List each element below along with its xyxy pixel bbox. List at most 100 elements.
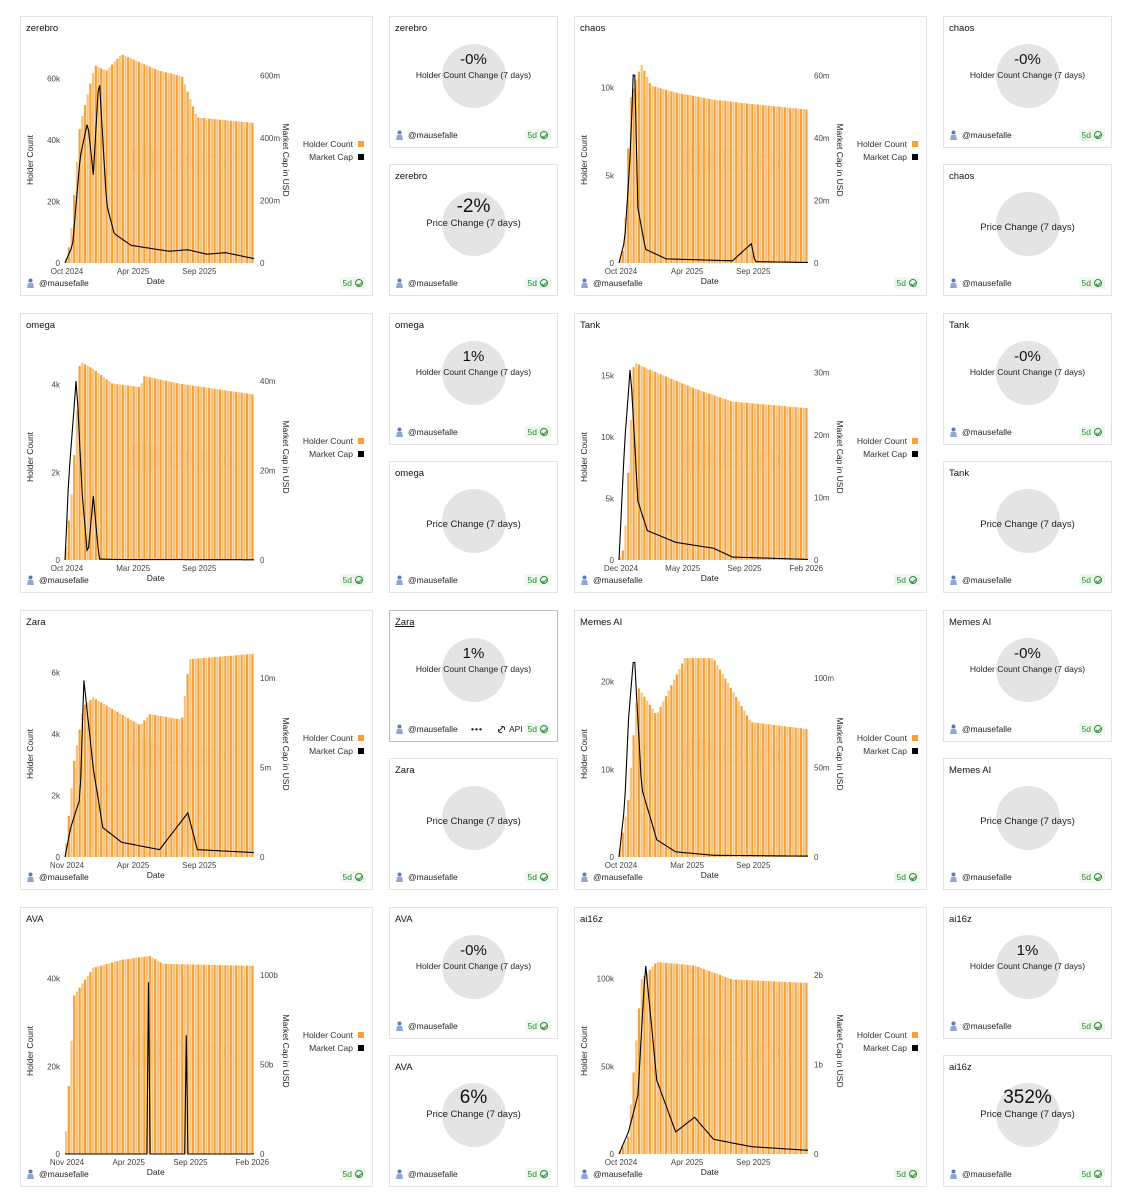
author-link[interactable]: @mausefalle bbox=[395, 724, 458, 734]
card-title[interactable]: Zara bbox=[395, 617, 415, 628]
author-link[interactable]: @mausefalle bbox=[395, 427, 458, 437]
author-link[interactable]: @mausefalle bbox=[395, 1021, 458, 1031]
author-name[interactable]: @mausefalle bbox=[962, 575, 1012, 585]
counter-card-tank-holder[interactable]: Tank -0% Holder Count Change (7 days) @m… bbox=[943, 313, 1112, 445]
author-name[interactable]: @mausefalle bbox=[408, 724, 458, 734]
author-link[interactable]: @mausefalle bbox=[949, 724, 1012, 734]
card-title[interactable]: Zara bbox=[395, 765, 415, 776]
chart-card-zara[interactable]: Zara Dune 0 2k 4k 6k 0 5m 10m Nov 2024 Apr 2025 Se… bbox=[20, 610, 373, 890]
api-button[interactable]: API bbox=[497, 724, 523, 734]
card-title[interactable]: AVA bbox=[395, 914, 413, 925]
counter-card-ai16z-holder[interactable]: ai16z 1% Holder Count Change (7 days) @m… bbox=[943, 907, 1112, 1039]
author-name[interactable]: @mausefalle bbox=[962, 872, 1012, 882]
author-name[interactable]: @mausefalle bbox=[962, 278, 1012, 288]
author-name[interactable]: @mausefalle bbox=[593, 1169, 643, 1179]
card-title[interactable]: Tank bbox=[949, 320, 970, 331]
card-title[interactable]: zerebro bbox=[395, 171, 428, 182]
author-name[interactable]: @mausefalle bbox=[39, 575, 89, 585]
author-link[interactable]: @mausefalle bbox=[395, 1169, 458, 1179]
author-link[interactable]: @mausefalle bbox=[580, 575, 643, 585]
author-name[interactable]: @mausefalle bbox=[408, 130, 458, 140]
author-link[interactable]: @mausefalle bbox=[580, 1169, 643, 1179]
author-name[interactable]: @mausefalle bbox=[39, 1169, 89, 1179]
author-name[interactable]: @mausefalle bbox=[593, 872, 643, 882]
counter-card-zara-holder[interactable]: Zara 1% Holder Count Change (7 days) @ma… bbox=[389, 610, 558, 742]
author-link[interactable]: @mausefalle bbox=[949, 427, 1012, 437]
card-title[interactable]: ai16z bbox=[949, 1062, 972, 1073]
counter-card-ai16z-price[interactable]: ai16z 352% Price Change (7 days) @mausef… bbox=[943, 1055, 1112, 1187]
author-link[interactable]: @mausefalle bbox=[395, 575, 458, 585]
author-name[interactable]: @mausefalle bbox=[962, 130, 1012, 140]
holder-bar bbox=[737, 402, 741, 560]
author-name[interactable]: @mausefalle bbox=[962, 1021, 1012, 1031]
card-title[interactable]: chaos bbox=[949, 23, 975, 34]
card-title[interactable]: ai16z bbox=[949, 914, 972, 925]
author-link[interactable]: @mausefalle bbox=[580, 872, 643, 882]
card-title[interactable]: omega bbox=[395, 468, 425, 479]
author-name[interactable]: @mausefalle bbox=[593, 278, 643, 288]
author-name[interactable]: @mausefalle bbox=[408, 427, 458, 437]
author-name[interactable]: @mausefalle bbox=[408, 872, 458, 882]
counter-card-tank-price[interactable]: Tank Price Change (7 days) @mausefalle 5d bbox=[943, 461, 1112, 593]
card-title[interactable]: chaos bbox=[580, 23, 606, 34]
author-link[interactable]: @mausefalle bbox=[395, 278, 458, 288]
card-title[interactable]: Memes AI bbox=[949, 765, 992, 776]
card-title[interactable]: Tank bbox=[949, 468, 970, 479]
author-link[interactable]: @mausefalle bbox=[26, 278, 89, 288]
card-title[interactable]: AVA bbox=[26, 914, 44, 925]
card-title[interactable]: Zara bbox=[26, 617, 46, 628]
author-name[interactable]: @mausefalle bbox=[408, 278, 458, 288]
counter-card-memes-ai-price[interactable]: Memes AI Price Change (7 days) @mausefal… bbox=[943, 758, 1112, 890]
card-title[interactable]: zerebro bbox=[26, 23, 59, 34]
author-name[interactable]: @mausefalle bbox=[408, 1021, 458, 1031]
author-link[interactable]: @mausefalle bbox=[580, 278, 643, 288]
chart-card-chaos[interactable]: chaos Dune 0 5k 10k 0 20m 40m 60m Oct 2024 Apr 20… bbox=[574, 16, 927, 296]
card-title[interactable]: omega bbox=[395, 320, 425, 331]
author-name[interactable]: @mausefalle bbox=[408, 575, 458, 585]
counter-card-chaos-price[interactable]: chaos Price Change (7 days) @mausefalle 5… bbox=[943, 164, 1112, 296]
author-name[interactable]: @mausefalle bbox=[39, 278, 89, 288]
chart-card-omega[interactable]: omega Dune 0 2k 4k 0 20m 40m Oct 2024 Mar 2025 Se… bbox=[20, 313, 373, 593]
author-link[interactable]: @mausefalle bbox=[395, 130, 458, 140]
author-name[interactable]: @mausefalle bbox=[593, 575, 643, 585]
counter-card-omega-holder[interactable]: omega 1% Holder Count Change (7 days) @m… bbox=[389, 313, 558, 445]
author-link[interactable]: @mausefalle bbox=[395, 872, 458, 882]
card-title[interactable]: Tank bbox=[580, 320, 601, 331]
author-name[interactable]: @mausefalle bbox=[962, 724, 1012, 734]
author-link[interactable]: @mausefalle bbox=[949, 1169, 1012, 1179]
author-link[interactable]: @mausefalle bbox=[26, 575, 89, 585]
author-link[interactable]: @mausefalle bbox=[949, 278, 1012, 288]
card-title[interactable]: chaos bbox=[949, 171, 975, 182]
counter-card-chaos-holder[interactable]: chaos -0% Holder Count Change (7 days) @… bbox=[943, 16, 1112, 148]
card-title[interactable]: AVA bbox=[395, 1062, 413, 1073]
counter-card-ava-holder[interactable]: AVA -0% Holder Count Change (7 days) @ma… bbox=[389, 907, 558, 1039]
counter-card-memes-ai-holder[interactable]: Memes AI -0% Holder Count Change (7 days… bbox=[943, 610, 1112, 742]
author-link[interactable]: @mausefalle bbox=[949, 872, 1012, 882]
card-title[interactable]: omega bbox=[26, 320, 56, 331]
author-name[interactable]: @mausefalle bbox=[962, 1169, 1012, 1179]
author-link[interactable]: @mausefalle bbox=[949, 575, 1012, 585]
author-name[interactable]: @mausefalle bbox=[962, 427, 1012, 437]
card-title[interactable]: ai16z bbox=[580, 914, 603, 925]
author-link[interactable]: @mausefalle bbox=[26, 1169, 89, 1179]
counter-card-zara-price[interactable]: Zara Price Change (7 days) @mausefalle 5d bbox=[389, 758, 558, 890]
author-link[interactable]: @mausefalle bbox=[26, 872, 89, 882]
author-link[interactable]: @mausefalle bbox=[949, 130, 1012, 140]
card-title[interactable]: Memes AI bbox=[580, 617, 623, 628]
counter-card-ava-price[interactable]: AVA 6% Price Change (7 days) @mausefalle… bbox=[389, 1055, 558, 1187]
holder-bar bbox=[651, 85, 654, 263]
chart-card-ai16z[interactable]: ai16z Dune 0 50k 100k 0 1b 2b Oct 2024 Apr 2025 S… bbox=[574, 907, 927, 1187]
author-name[interactable]: @mausefalle bbox=[39, 872, 89, 882]
chart-card-zerebro[interactable]: zerebro Dune 0 20k 40k 60k 0 200m 400m 600m Oct 2… bbox=[20, 16, 373, 296]
author-link[interactable]: @mausefalle bbox=[949, 1021, 1012, 1031]
counter-card-omega-price[interactable]: omega Price Change (7 days) @mausefalle 5… bbox=[389, 461, 558, 593]
chart-card-ava[interactable]: AVA Dune 0 20k 40k 0 50b 100b Nov 2024 Apr 2025 S… bbox=[20, 907, 373, 1187]
chart-card-memes-ai[interactable]: Memes AI Dune 0 10k 20k 0 50m 100m Oct 2024 Mar … bbox=[574, 610, 927, 890]
chart-card-tank[interactable]: Tank Dune 0 5k 10k 15k 0 10m 20m 30m Dec 2024 May … bbox=[574, 313, 927, 593]
card-title[interactable]: Memes AI bbox=[949, 617, 992, 628]
author-name[interactable]: @mausefalle bbox=[408, 1169, 458, 1179]
card-title[interactable]: zerebro bbox=[395, 23, 428, 34]
counter-card-zerebro-price[interactable]: zerebro -2% Price Change (7 days) @mause… bbox=[389, 164, 558, 296]
counter-card-zerebro-holder[interactable]: zerebro -0% Holder Count Change (7 days)… bbox=[389, 16, 558, 148]
more-options-icon[interactable]: ••• bbox=[471, 724, 483, 734]
